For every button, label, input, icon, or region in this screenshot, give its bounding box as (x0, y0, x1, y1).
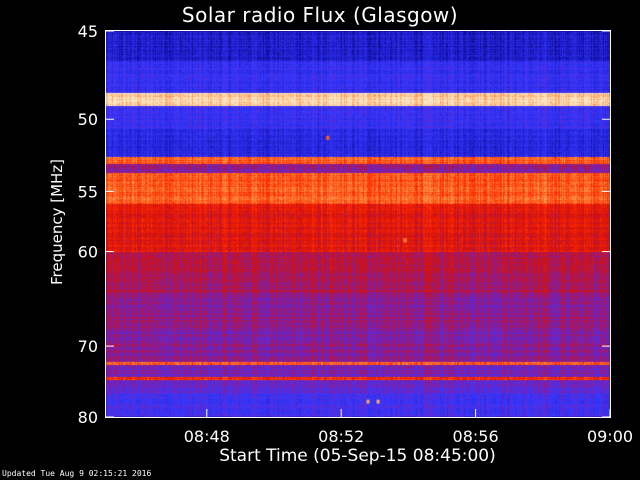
x-tick-label: 08:52 (318, 427, 364, 446)
y-tick-label: 80 (78, 408, 98, 427)
y-axis: 45 50 55 60 70 80 (78, 22, 610, 427)
x-tick-label: 08:48 (184, 427, 230, 446)
y-tick-label: 50 (78, 110, 98, 129)
y-axis-label: Frequency [MHz] (48, 158, 66, 286)
y-tick-label: 45 (78, 22, 98, 41)
x-axis: 08:48 08:52 08:56 09:00 (184, 409, 633, 446)
y-tick-label: 60 (78, 243, 98, 262)
y-tick-label: 70 (78, 337, 98, 356)
updated-timestamp: Updated Tue Aug 9 02:15:21 2016 (2, 469, 152, 478)
x-tick-label: 09:00 (587, 427, 633, 446)
x-tick-label: 08:56 (453, 427, 499, 446)
x-axis-label: Start Time (05-Sep-15 08:45:00) (219, 446, 496, 466)
chart-title: Solar radio Flux (Glasgow) (181, 3, 459, 27)
y-tick-label: 55 (78, 182, 98, 201)
plot-frame (105, 30, 611, 418)
